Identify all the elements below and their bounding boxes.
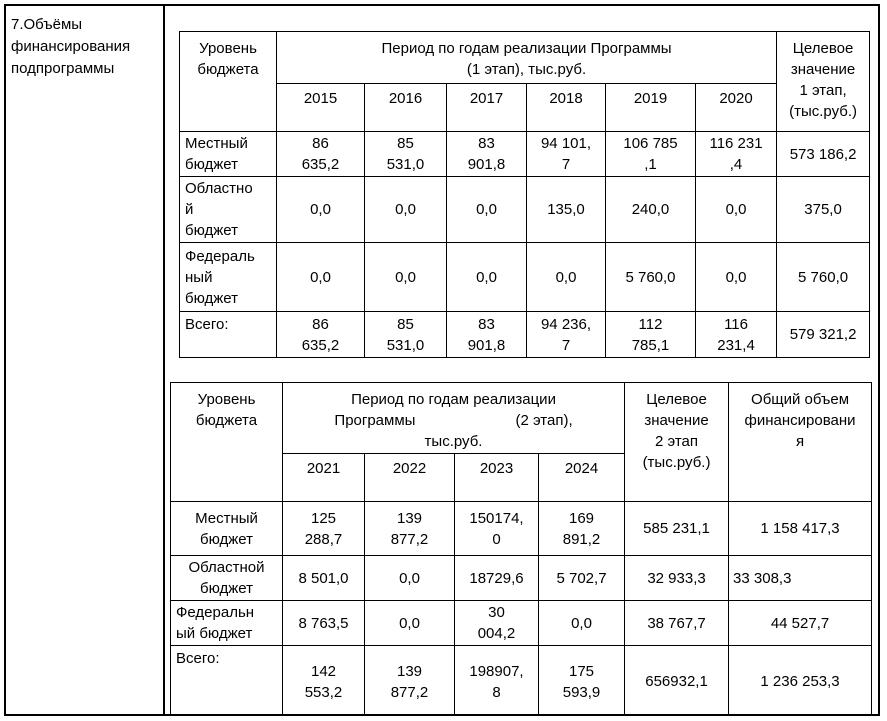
value-cell: 139 877,2 xyxy=(364,645,455,714)
year-header: 2018 xyxy=(526,83,606,132)
value-cell: 0,0 xyxy=(364,242,447,312)
stage2-finance-table: Уровень бюджета Период по годам реализац… xyxy=(170,382,873,714)
row-label: Местный бюджет xyxy=(179,131,277,177)
value-cell: 85 531,0 xyxy=(364,131,447,177)
total-cell: 33 308,3 xyxy=(728,555,873,601)
year-header: 2016 xyxy=(364,83,447,132)
table2-years-row: 2021 2022 2023 2024 xyxy=(171,453,872,502)
target-cell: 579 321,2 xyxy=(776,311,871,358)
target-cell: 5 760,0 xyxy=(776,242,871,312)
table2-total-header: Общий объем финансировани я xyxy=(728,382,873,502)
year-header: 2021 xyxy=(282,453,365,502)
section-label: 7.Объёмы финансирования подпрограммы xyxy=(11,16,131,77)
table1-row-federal-budget: Федераль ный бюджет 0,0 0,0 0,0 0,0 5 76… xyxy=(179,242,871,312)
value-cell: 86 635,2 xyxy=(276,131,365,177)
value-cell: 150174, 0 xyxy=(454,501,539,556)
target-cell: 585 231,1 xyxy=(624,501,730,556)
table1-header-row: Уровень бюджета Период по годам реализац… xyxy=(179,31,871,132)
value-cell: 83 901,8 xyxy=(446,311,527,358)
value-cell: 106 785 ,1 xyxy=(605,131,696,177)
value-cell: 0,0 xyxy=(446,176,527,243)
table2-period-header: Период по годам реализации Программы (2 … xyxy=(281,382,626,454)
value-cell: 116 231,4 xyxy=(694,311,778,358)
value-cell: 0,0 xyxy=(276,242,365,312)
value-cell: 0,0 xyxy=(537,600,626,646)
year-header: 2019 xyxy=(605,83,696,132)
value-cell: 86 635,2 xyxy=(276,311,365,358)
stage1-finance-table: Уровень бюджета Период по годам реализац… xyxy=(179,31,871,358)
value-cell: 240,0 xyxy=(605,176,696,243)
value-cell: 0,0 xyxy=(364,176,447,243)
value-cell: 0,0 xyxy=(526,242,606,312)
value-cell: 0,0 xyxy=(276,176,365,243)
table2-row-federal-budget: Федеральн ый бюджет 8 763,5 0,0 30 004,2… xyxy=(170,600,873,646)
target-cell: 573 186,2 xyxy=(776,131,871,177)
table2-header-row: Уровень бюджета Период по годам реализац… xyxy=(170,382,873,502)
section-label-cell: 7.Объёмы финансирования подпрограммы xyxy=(6,6,165,714)
row-label: Федераль ный бюджет xyxy=(179,242,277,312)
year-header: 2015 xyxy=(276,83,365,132)
value-cell: 83 901,8 xyxy=(446,131,527,177)
table1-years-row: 2015 2016 2017 2018 2019 2020 xyxy=(180,83,870,132)
value-cell: 169 891,2 xyxy=(537,501,626,556)
year-header: 2017 xyxy=(446,83,527,132)
value-cell: 5 702,7 xyxy=(537,555,626,601)
value-cell: 18729,6 xyxy=(454,555,539,601)
value-cell: 0,0 xyxy=(364,555,455,601)
value-cell: 94 101, 7 xyxy=(526,131,606,177)
target-cell: 38 767,7 xyxy=(624,600,730,646)
target-cell: 375,0 xyxy=(776,176,871,243)
total-cell: 44 527,7 xyxy=(728,600,873,646)
table2-target-header: Целевое значение 2 этап (тыс.руб.) xyxy=(624,382,730,502)
value-cell: 0,0 xyxy=(694,242,778,312)
value-cell: 5 760,0 xyxy=(605,242,696,312)
document-frame: 7.Объёмы финансирования подпрограммы Уро… xyxy=(4,4,880,716)
table1-period-header: Период по годам реализации Программы (1 … xyxy=(275,31,778,84)
row-label: Всего: xyxy=(179,311,277,358)
value-cell: 142 553,2 xyxy=(282,645,365,714)
row-label: Местный бюджет xyxy=(170,501,283,556)
table2-row-total: Всего: 142 553,2 139 877,2 198907, 8 175… xyxy=(170,645,873,714)
row-label: Областно й бюджет xyxy=(179,176,277,243)
value-cell: 94 236, 7 xyxy=(526,311,606,358)
value-cell: 116 231 ,4 xyxy=(694,131,778,177)
target-cell: 32 933,3 xyxy=(624,555,730,601)
year-header: 2024 xyxy=(537,453,626,502)
value-cell: 8 501,0 xyxy=(282,555,365,601)
table2-row-local-budget: Местный бюджет 125 288,7 139 877,2 15017… xyxy=(170,501,873,556)
value-cell: 135,0 xyxy=(526,176,606,243)
row-label: Областной бюджет xyxy=(170,555,283,601)
value-cell: 125 288,7 xyxy=(282,501,365,556)
value-cell: 139 877,2 xyxy=(364,501,455,556)
total-cell: 1 158 417,3 xyxy=(728,501,873,556)
total-cell: 1 236 253,3 xyxy=(728,645,873,714)
row-label: Всего: xyxy=(170,645,283,714)
year-header: 2022 xyxy=(364,453,455,502)
tables-area: Уровень бюджета Период по годам реализац… xyxy=(165,6,878,714)
row-label: Федеральн ый бюджет xyxy=(170,600,283,646)
value-cell: 0,0 xyxy=(446,242,527,312)
table2-budget-level-header: Уровень бюджета xyxy=(170,382,283,502)
value-cell: 112 785,1 xyxy=(605,311,696,358)
year-header: 2023 xyxy=(454,453,539,502)
value-cell: 0,0 xyxy=(364,600,455,646)
value-cell: 175 593,9 xyxy=(537,645,626,714)
table1-target-header: Целевое значение 1 этап, (тыс.руб.) xyxy=(776,31,871,132)
table1-budget-level-header: Уровень бюджета xyxy=(179,31,277,132)
value-cell: 198907, 8 xyxy=(454,645,539,714)
table1-row-total: Всего: 86 635,2 85 531,0 83 901,8 94 236… xyxy=(179,311,871,358)
value-cell: 30 004,2 xyxy=(454,600,539,646)
target-cell: 656932,1 xyxy=(624,645,730,714)
year-header: 2020 xyxy=(694,83,778,132)
table2-row-regional-budget: Областной бюджет 8 501,0 0,0 18729,6 5 7… xyxy=(170,555,873,601)
value-cell: 85 531,0 xyxy=(364,311,447,358)
value-cell: 0,0 xyxy=(694,176,778,243)
table1-row-local-budget: Местный бюджет 86 635,2 85 531,0 83 901,… xyxy=(179,131,871,177)
value-cell: 8 763,5 xyxy=(282,600,365,646)
table1-row-regional-budget: Областно й бюджет 0,0 0,0 0,0 135,0 240,… xyxy=(179,176,871,243)
